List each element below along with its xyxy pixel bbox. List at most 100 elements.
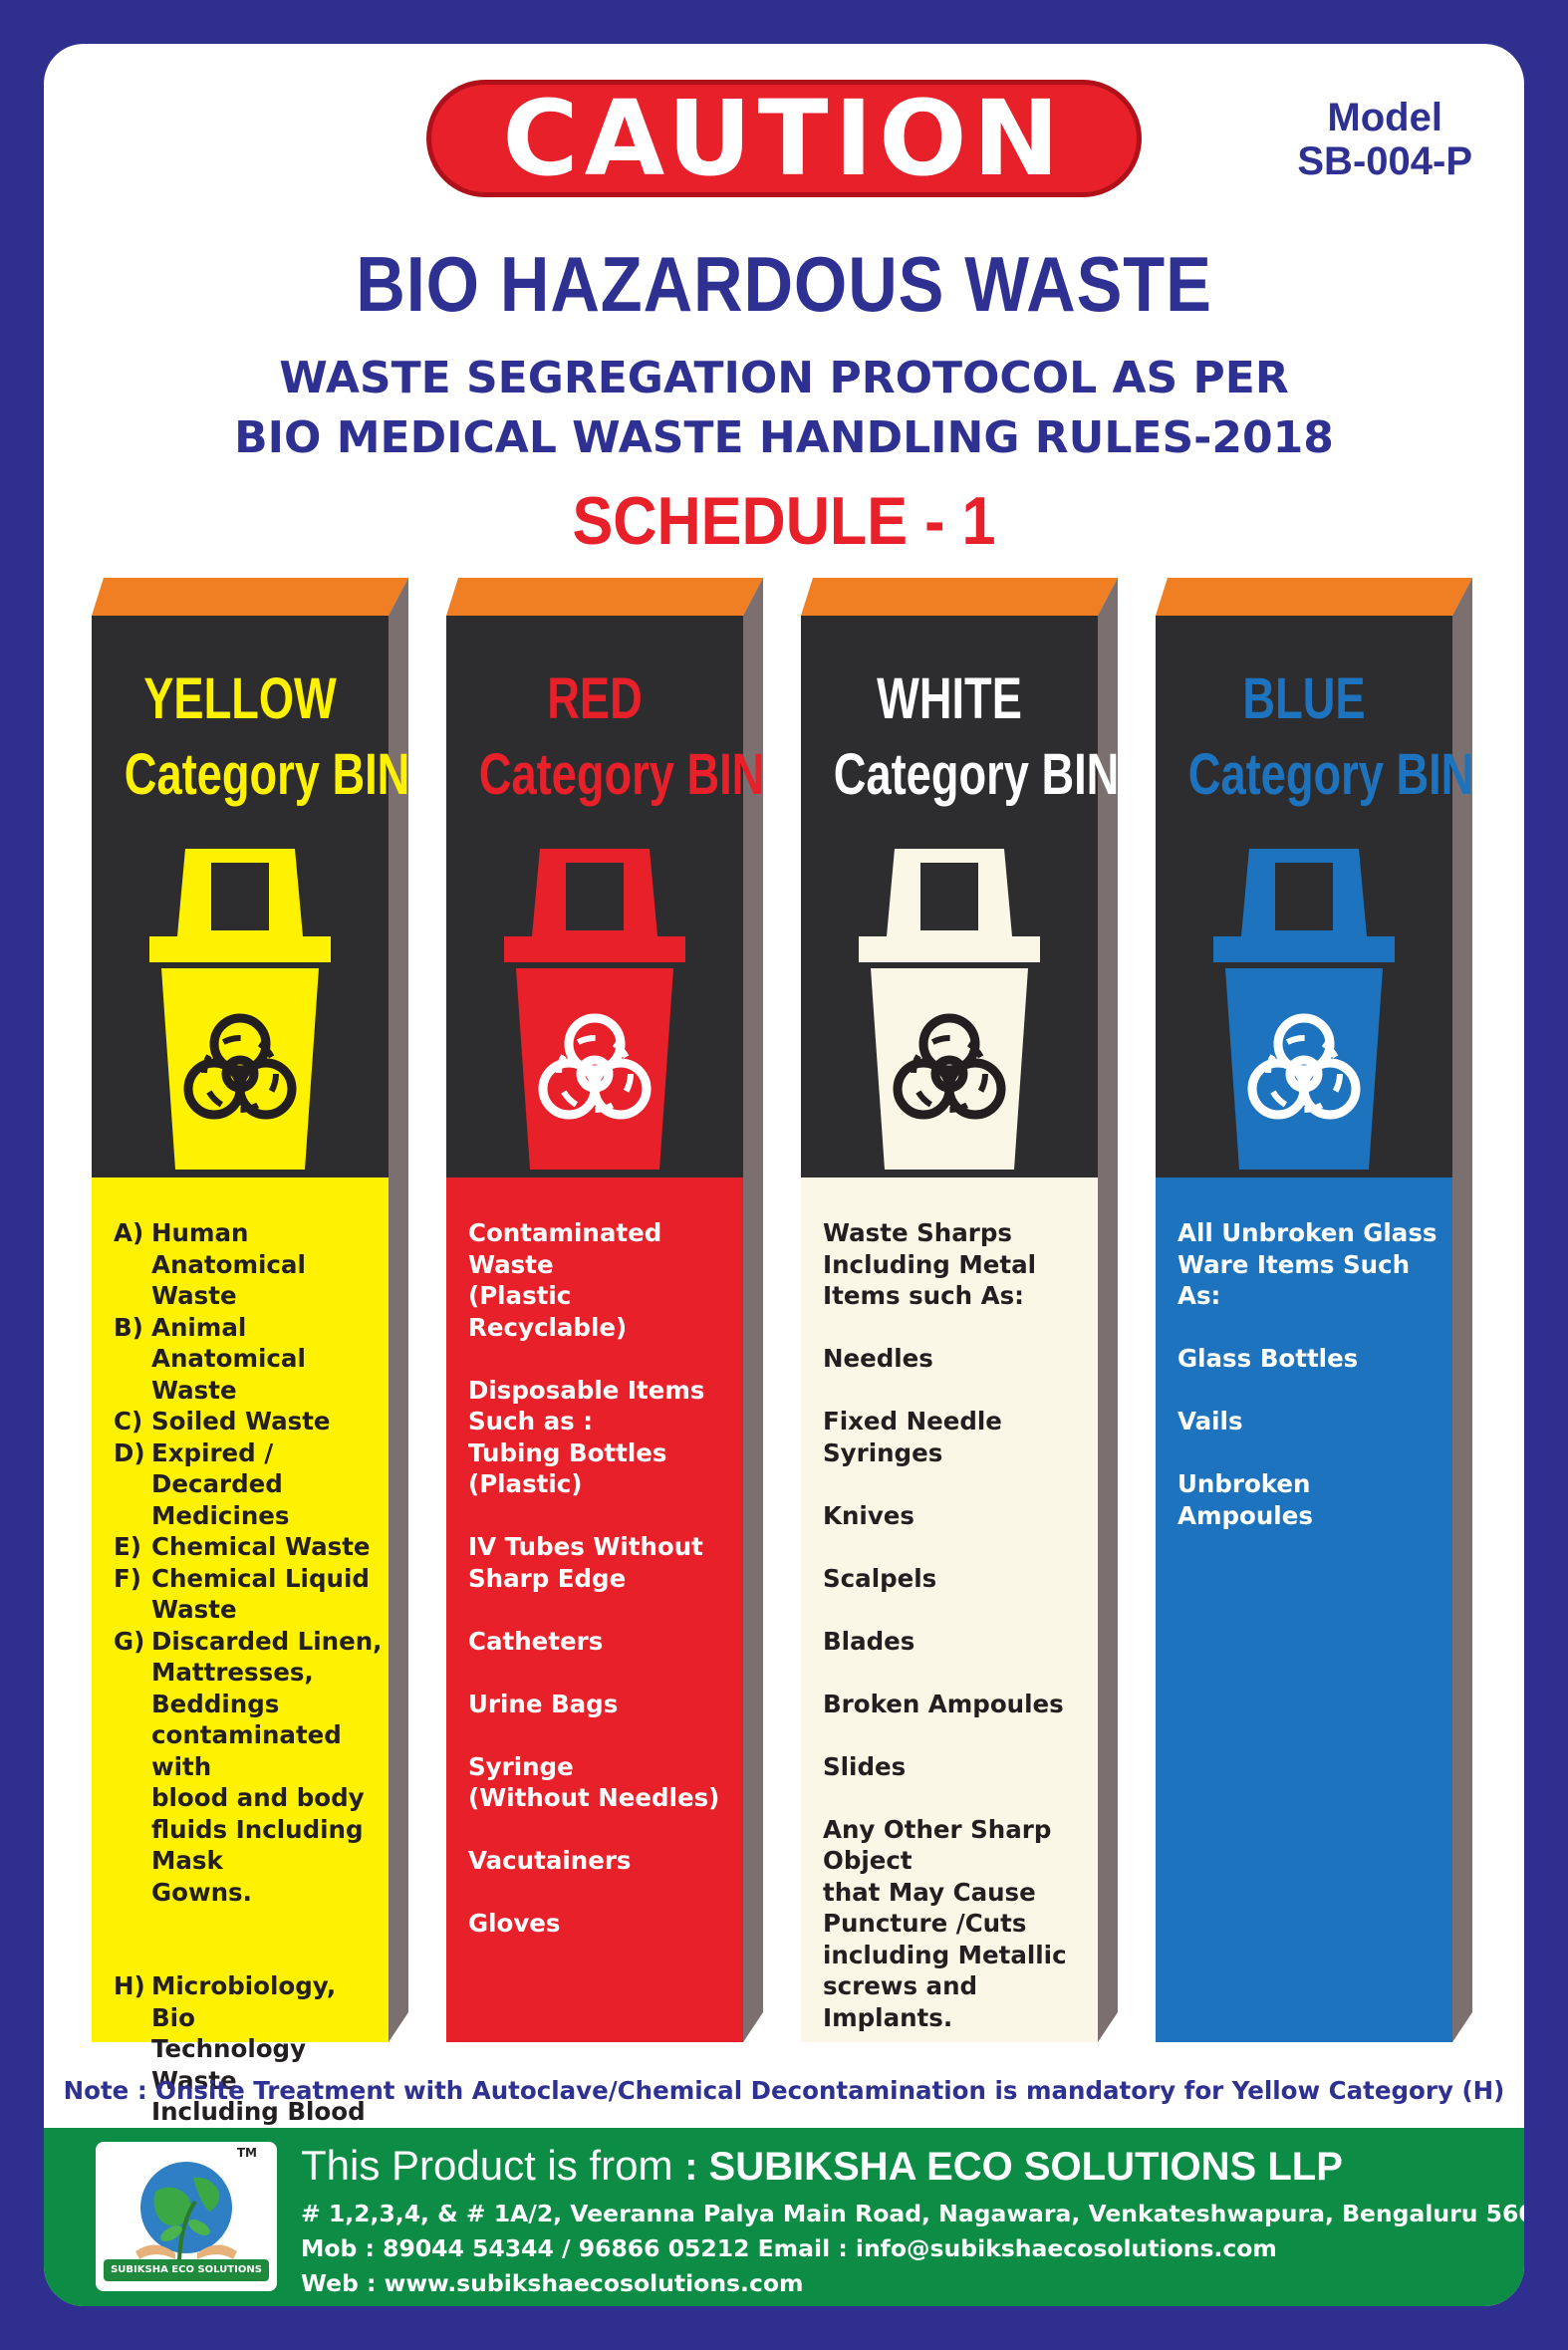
list-item-line: Any Other Sharp	[823, 1814, 1052, 1844]
list-item: Knives	[823, 1500, 1092, 1532]
list-item-text: Animal Anatomical Waste	[151, 1312, 383, 1407]
list-item: Unbroken Ampoules	[1177, 1468, 1446, 1531]
column-top-face	[446, 578, 763, 616]
list-item-text: Chemical Liquid Waste	[151, 1563, 370, 1626]
list-item-text: Gloves	[468, 1908, 561, 1940]
list-item-line: Slides	[823, 1751, 907, 1781]
list-item-line: Beddings	[151, 1689, 280, 1718]
list-item-text: Chemical Waste	[151, 1531, 371, 1563]
list-item: Any Other Sharp Object that May Cause Punct…	[823, 1814, 1092, 2034]
category-column-red: RED Category BIN Contaminated Waste (Plasti…	[446, 578, 765, 2042]
company-name: : SUBIKSHA ECO SOLUTIONS LLP	[684, 2145, 1343, 2189]
category-bin-label: Category BIN	[478, 742, 765, 807]
list-item: Slides	[823, 1751, 1092, 1783]
list-spacer	[823, 1719, 1092, 1751]
list-spacer	[468, 1594, 737, 1626]
list-item: Disposable Items Such as : Tubing Bottles(…	[468, 1375, 737, 1500]
list-item-label: C)	[114, 1407, 143, 1436]
list-item-text: Needles	[823, 1343, 933, 1375]
category-items-list: Waste Sharps Including Metal Items such As…	[823, 1217, 1092, 2033]
list-item-line: All Unbroken Glass	[1177, 1218, 1437, 1247]
list-spacer	[823, 1468, 1092, 1500]
list-item-label: G)	[114, 1626, 145, 1656]
category-items-list: A) Human Anatomical Waste B) Animal Anatomic…	[114, 1217, 383, 2159]
list-spacer	[468, 1500, 737, 1532]
list-item-text: Knives	[823, 1500, 915, 1532]
list-item-line: Microbiology, Bio	[151, 1971, 337, 2032]
category-color-name: YELLOW	[143, 666, 337, 731]
list-item-line: Items such As:	[823, 1281, 1024, 1310]
list-item-label: D)	[114, 1437, 145, 1467]
waste-bin-icon	[504, 849, 685, 1170]
list-item-text: Unbroken Ampoules	[1177, 1468, 1446, 1531]
column-header-panel: YELLOW Category BIN	[92, 616, 410, 1177]
list-spacer	[823, 1531, 1092, 1563]
product-from-text: This Product is from	[301, 2142, 673, 2189]
list-item-line: including Metallic	[823, 1940, 1067, 1969]
list-item-text: Expired / Decarded Medicines	[151, 1437, 383, 1532]
list-item-line: Waste Sharps	[823, 1218, 1012, 1247]
list-item-line: Syringe	[468, 1751, 574, 1781]
category-color-name: BLUE	[1242, 666, 1366, 731]
list-item-line: Discarded Linen,	[151, 1626, 383, 1656]
model-label: Model	[1327, 96, 1442, 139]
category-bin-label: Category BIN	[124, 742, 410, 807]
list-spacer	[823, 1375, 1092, 1407]
list-spacer	[468, 1343, 737, 1375]
category-color-name: WHITE	[877, 666, 1022, 731]
company-address: # 1,2,3,4, & # 1A/2, Veeranna Palya Main…	[301, 2200, 1524, 2227]
category-items-panel: A) Human Anatomical Waste B) Animal Anatomic…	[92, 1177, 389, 2158]
list-item: Vacutainers	[468, 1845, 737, 1877]
list-item: IV Tubes Without Sharp Edge	[468, 1531, 737, 1594]
list-item-line: Broken Ampoules	[823, 1689, 1064, 1718]
list-item-text: Disposable Items Such as : Tubing Bottles(…	[468, 1375, 704, 1500]
list-item-line: Sharp Edge	[468, 1563, 627, 1593]
list-item-line: Including Blood	[151, 2097, 366, 2126]
list-item: Fixed Needle Syringes	[823, 1406, 1092, 1468]
column-header-panel: RED Category BIN	[446, 616, 765, 1177]
list-item-line: Catheters	[468, 1626, 604, 1656]
list-item: C) Soiled Waste	[114, 1406, 383, 1437]
schedule-heading: SCHEDULE - 1	[572, 483, 996, 559]
list-item-line: Waste	[151, 1375, 237, 1405]
list-item-line: Puncture /Cuts	[823, 1909, 1027, 1938]
list-item-text: Syringe (Without Needles)	[468, 1751, 719, 1814]
list-spacer	[823, 1312, 1092, 1344]
list-item-text: Contaminated Waste (Plastic Recyclable)	[468, 1217, 737, 1343]
model-info: Model SB-004-P	[1297, 96, 1472, 183]
list-item-text: Vails	[1177, 1406, 1243, 1437]
list-item-line: Vails	[1177, 1407, 1243, 1436]
column-side-face	[389, 578, 408, 2042]
company-website: Web : www.subikshaecosolutions.com	[301, 2269, 804, 2297]
list-item-line: Chemical Liquid	[151, 1563, 370, 1593]
list-item-line: Gloves	[468, 1909, 561, 1938]
list-item: A) Human Anatomical Waste	[114, 1217, 383, 1312]
list-item: Urine Bags	[468, 1689, 737, 1720]
column-side-face	[1098, 578, 1118, 2042]
list-item-text: Waste Sharps Including Metal Items such As…	[823, 1217, 1036, 1312]
list-item-text: IV Tubes Without Sharp Edge	[468, 1531, 703, 1594]
list-item-line: Technology Waste	[151, 2034, 307, 2095]
list-item-line: Ware Items Such As:	[1177, 1249, 1411, 1311]
list-spacer	[468, 1814, 737, 1846]
category-items-panel: All Unbroken Glass Ware Items Such As: Gla…	[1156, 1177, 1452, 2042]
company-contact: Mob : 89044 54344 / 96866 05212 Email : …	[301, 2234, 1277, 2262]
list-item: D) Expired / Decarded Medicines	[114, 1437, 383, 1532]
category-column-white: WHITE Category BIN Waste Sharps Including M…	[801, 578, 1119, 2042]
biohazard-icon	[183, 1013, 297, 1120]
biohazard-icon	[538, 1013, 652, 1120]
list-spacer	[823, 1782, 1092, 1814]
biohazard-icon	[893, 1013, 1006, 1120]
list-item-text: Vacutainers	[468, 1845, 632, 1877]
subtitle: WASTE SEGREGATION PROTOCOL AS PER BIO ME…	[44, 349, 1524, 468]
list-item: Scalpels	[823, 1563, 1092, 1595]
list-item-label: B)	[114, 1312, 143, 1342]
category-items-panel: Waste Sharps Including Metal Items such As…	[801, 1177, 1098, 2042]
list-item-text: Urine Bags	[468, 1689, 618, 1720]
list-item-line: Disposable Items	[468, 1375, 705, 1405]
list-item-line: (Plastic)	[468, 1469, 583, 1498]
list-item-label: E)	[114, 1532, 141, 1561]
caution-banner: CAUTION	[426, 80, 1142, 197]
list-spacer	[1177, 1437, 1446, 1469]
list-item-line: Mask	[151, 1846, 223, 1875]
